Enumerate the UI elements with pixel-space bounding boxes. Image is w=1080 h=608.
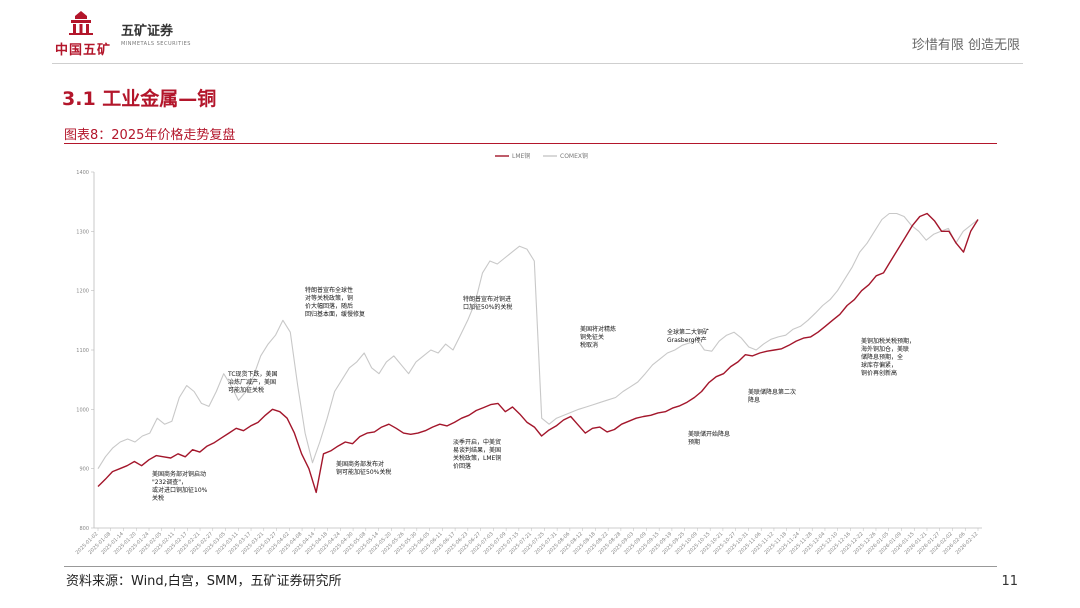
company-logo: 中国五矿: [52, 10, 114, 58]
annotation-line: 特朗普宣布全球性: [305, 286, 353, 294]
y-tick-label: 1200: [76, 289, 89, 295]
annotation-line: 易谈判结果，美国: [453, 446, 501, 454]
annotation-line: 海外铜加仓，美联: [861, 345, 909, 353]
annotation-line: 回归基本面，缓慢修复: [305, 310, 365, 318]
annotation-line: 美国商务部发布对: [336, 460, 384, 468]
annotation-line: 储降息预期，全: [861, 353, 903, 361]
source-note: 资料来源：Wind,白宫，SMM，五矿证券研究所: [66, 574, 342, 589]
series-line-comex: [97, 212, 979, 469]
y-tick-label: 1400: [76, 170, 89, 176]
annotation-line: 美国商务部对铜启动: [152, 470, 206, 478]
header-slogan: 珍惜有限 创造无限: [911, 38, 1020, 53]
annotation-line: 关税政策，LME铜: [453, 454, 501, 462]
figure-title: 图表8：2025年价格走势复盘: [64, 128, 236, 143]
annotation-line: 美国将对精炼: [580, 325, 616, 333]
brand-name-en: MINMETALS SECURITIES: [121, 41, 191, 47]
annotation-line: 关税: [152, 494, 164, 502]
header-divider: [52, 63, 1023, 64]
y-tick-label: 1000: [76, 407, 89, 413]
annotation-line: 美铜加税关税预期，: [861, 337, 915, 345]
y-tick-label: 800: [79, 526, 89, 532]
y-tick-label: 1100: [76, 348, 89, 354]
annotation-line: 铜免征关: [580, 333, 604, 341]
annotation-line: 价大幅回落，随后: [305, 302, 353, 310]
annotation-line: 铜可能加征50%关税: [336, 468, 391, 476]
price-line-chart: 140013001200110010009008002025-01-022025…: [75, 152, 982, 556]
y-tick-label: 1300: [76, 229, 89, 235]
logo-text: 中国五矿: [54, 43, 111, 58]
brand: 五矿证券 MINMETALS SECURITIES: [121, 20, 201, 47]
legend-label: LME铜: [512, 152, 530, 160]
annotation-line: 对等关税政策，铜: [305, 294, 353, 302]
annotation-line: TC现货下跌，美国: [227, 370, 278, 378]
source-divider: [64, 566, 997, 567]
annotation-line: 美联储开始降息: [688, 430, 730, 438]
logo-mark-icon: [69, 11, 93, 35]
y-tick-label: 900: [79, 467, 89, 473]
annotation-line: Grasberg停产: [667, 336, 707, 344]
figure-divider: [64, 143, 997, 144]
annotation-line: 口加征50%的关税: [463, 303, 512, 311]
annotation-line: 价回落: [453, 462, 471, 470]
annotation-line: 降息: [748, 396, 760, 404]
annotation-line: 冶炼厂减产，美国: [228, 378, 276, 386]
annotation-line: 或对进口铜加征10%: [152, 486, 208, 494]
annotation-line: 铜价再创新高: [861, 369, 897, 377]
legend-label: COMEX铜: [560, 152, 588, 160]
annotation-line: 税取消: [580, 341, 598, 349]
slide-header: 中国五矿 五矿证券 MINMETALS SECURITIES 珍惜有限 创造无限: [0, 0, 1080, 66]
annotation-line: 特朗普宣布对铜进: [463, 295, 511, 303]
annotation-line: 预期: [688, 438, 700, 446]
brand-name: 五矿证券: [121, 24, 174, 39]
annotation-line: "232调查"，: [152, 478, 187, 486]
section-title: 3.1 工业金属—铜: [62, 88, 217, 110]
annotation-line: 可能加征关税: [228, 386, 264, 394]
annotation-line: 淡季开启，中美贸: [453, 438, 501, 446]
annotation-line: 全球第二大铜矿: [667, 328, 709, 336]
page-number: 11: [1001, 574, 1018, 589]
annotation-line: 球库存偏紧，: [861, 361, 897, 369]
annotation-line: 美联储降息第二次: [748, 388, 796, 396]
series-line-lme: [97, 212, 979, 494]
